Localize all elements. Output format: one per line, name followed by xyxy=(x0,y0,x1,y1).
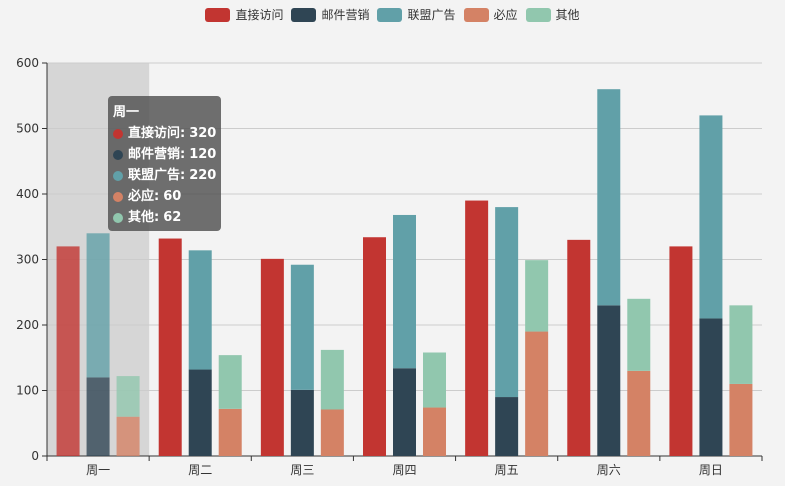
y-tick-label: 400 xyxy=(16,187,39,201)
bar xyxy=(116,376,140,417)
legend-swatch xyxy=(525,7,551,22)
legend-item[interactable]: 必应 xyxy=(463,6,518,23)
legend-label: 邮件营销 xyxy=(321,8,370,22)
bar xyxy=(158,238,182,456)
legend-swatch xyxy=(463,7,489,22)
legend-label: 联盟广告 xyxy=(407,8,456,22)
legend-item[interactable]: 其他 xyxy=(525,6,580,23)
bar xyxy=(627,370,651,456)
x-tick-label: 周二 xyxy=(188,463,212,477)
chart-tooltip: 周一 直接访问:320 邮件营销:120 联盟广告:220 必应:60 其他:62 xyxy=(108,96,221,231)
bar xyxy=(567,239,591,456)
chart-legend: 直接访问 邮件营销 联盟广告 必应 其他 xyxy=(0,6,785,23)
tooltip-marker xyxy=(113,191,123,202)
bar xyxy=(729,383,753,456)
tooltip-marker xyxy=(113,212,123,223)
x-tick-label: 周五 xyxy=(495,463,519,477)
bar xyxy=(188,250,212,370)
y-tick-label: 100 xyxy=(16,384,39,398)
bar xyxy=(627,298,651,371)
bar xyxy=(699,115,723,319)
x-tick-label: 周三 xyxy=(290,463,314,477)
y-tick-label: 300 xyxy=(16,253,39,267)
bar xyxy=(320,409,344,456)
legend-item[interactable]: 直接访问 xyxy=(205,6,283,23)
bar xyxy=(290,389,314,456)
tooltip-separator: : xyxy=(154,189,160,204)
x-tick-label: 周六 xyxy=(597,463,621,477)
tooltip-row: 联盟广告:220 xyxy=(113,165,221,186)
bar xyxy=(218,408,242,456)
bar xyxy=(525,331,549,456)
tooltip-separator: : xyxy=(180,168,186,183)
tooltip-series-name: 邮件营销 xyxy=(128,147,181,162)
tooltip-series-name: 联盟广告 xyxy=(128,168,181,183)
bar xyxy=(393,214,416,369)
bar xyxy=(260,258,284,456)
bar xyxy=(56,246,80,456)
legend-item[interactable]: 联盟广告 xyxy=(377,6,456,23)
y-tick-label: 500 xyxy=(16,122,39,136)
legend-swatch xyxy=(377,7,403,22)
bar xyxy=(363,237,386,456)
bar xyxy=(495,207,519,398)
bar xyxy=(669,246,693,456)
x-tick-label: 周四 xyxy=(392,463,416,477)
bar xyxy=(86,233,110,378)
tooltip-title: 周一 xyxy=(113,105,140,120)
tooltip-value: 60 xyxy=(163,189,182,204)
tooltip-row: 其他:62 xyxy=(113,207,221,228)
tooltip-row: 邮件营销:120 xyxy=(113,144,221,165)
tooltip-row: 直接访问:320 xyxy=(113,123,221,144)
x-tick-label: 周日 xyxy=(699,463,723,477)
bar xyxy=(525,260,549,332)
tooltip-value: 320 xyxy=(189,126,217,141)
legend-label: 其他 xyxy=(555,8,580,22)
bar xyxy=(465,200,489,456)
bar xyxy=(116,416,140,456)
legend-label: 直接访问 xyxy=(235,8,284,22)
tooltip-series-name: 直接访问 xyxy=(128,126,181,141)
y-tick-label: 200 xyxy=(16,318,39,332)
tooltip-value: 62 xyxy=(163,210,182,225)
tooltip-marker xyxy=(113,170,123,181)
tooltip-series-name: 必应 xyxy=(128,189,155,204)
bar xyxy=(393,368,416,456)
bar xyxy=(423,352,446,408)
bar xyxy=(729,305,753,384)
y-tick-label: 600 xyxy=(16,56,39,70)
legend-swatch xyxy=(205,7,231,22)
bar xyxy=(320,349,344,410)
tooltip-separator: : xyxy=(180,147,186,162)
legend-item[interactable]: 邮件营销 xyxy=(291,6,369,23)
tooltip-marker xyxy=(113,128,123,139)
bar xyxy=(597,305,621,456)
legend-swatch xyxy=(291,7,317,22)
tooltip-marker xyxy=(113,149,123,160)
tooltip-separator: : xyxy=(154,210,160,225)
tooltip-value: 220 xyxy=(189,168,217,183)
bar xyxy=(495,397,519,456)
bar xyxy=(86,377,110,456)
bar xyxy=(423,407,446,456)
tooltip-series-name: 其他 xyxy=(128,210,155,225)
x-tick-label: 周一 xyxy=(86,463,110,477)
y-tick-label: 0 xyxy=(31,449,39,463)
bar xyxy=(290,264,314,390)
legend-label: 必应 xyxy=(493,8,518,22)
bar xyxy=(188,369,212,456)
tooltip-value: 120 xyxy=(189,147,217,162)
bar xyxy=(699,318,723,456)
bar xyxy=(218,355,242,409)
tooltip-row: 必应:60 xyxy=(113,186,221,207)
bar xyxy=(597,89,621,306)
tooltip-separator: : xyxy=(180,126,186,141)
